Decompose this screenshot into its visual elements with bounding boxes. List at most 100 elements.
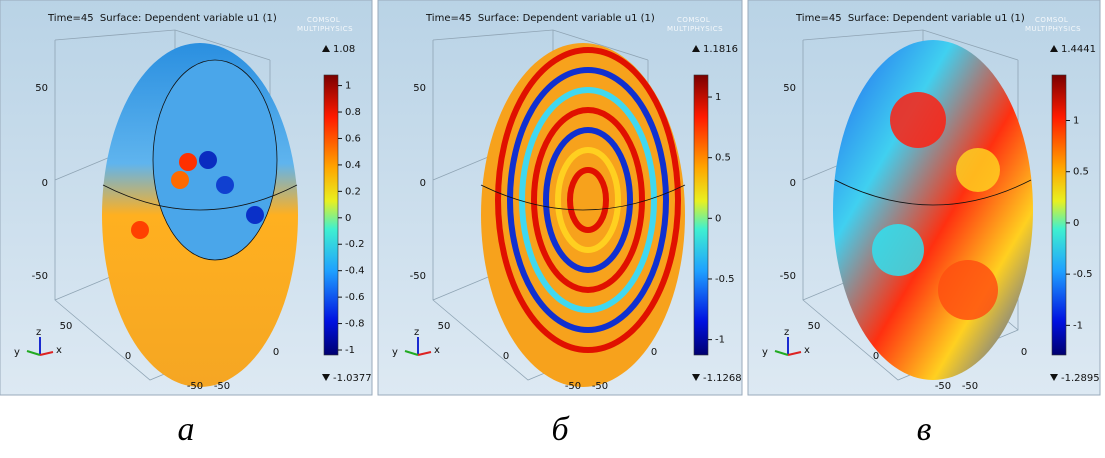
colorbar-max: 1.08 [333, 44, 355, 55]
logo: MULTIPHYSICS [297, 25, 353, 33]
floor-axis-label: 0 [503, 351, 509, 362]
colorbar-tick-label: 0.5 [1073, 167, 1089, 178]
triad-x [417, 351, 432, 356]
colorbar-tick-label: 1 [1073, 115, 1079, 126]
triad-label: x [804, 345, 810, 356]
surface-spot [199, 151, 217, 169]
floor-axis-label: 0 [1021, 347, 1027, 358]
triad-label: x [434, 345, 440, 356]
max-marker [1050, 45, 1058, 52]
floor-axis-label: -50 [214, 381, 230, 392]
floor-axis-label: -50 [592, 381, 608, 392]
floor-axis-label: 0 [873, 351, 879, 362]
floor-axis-label: -50 [935, 381, 951, 392]
logo: MULTIPHYSICS [1025, 25, 1081, 33]
logo: COMSOL [307, 16, 340, 24]
colorbar-tick-label: 0 [715, 213, 721, 224]
surface-stripe [519, 87, 657, 313]
colorbar-min: -1.1268 [703, 373, 742, 384]
triad-label: z [36, 327, 41, 338]
caption: в [917, 411, 932, 448]
colorbar-tick-label: -0.6 [345, 292, 365, 303]
floor-axis-label: -50 [187, 381, 203, 392]
panel: Time=45 Surface: Dependent variable u1 (… [377, 0, 743, 448]
triad-x [787, 351, 802, 356]
min-marker [692, 374, 700, 381]
triad-y [26, 350, 41, 356]
max-marker [322, 45, 330, 52]
surface-spot [131, 221, 149, 239]
surface-spot [956, 148, 1000, 192]
colorbar-min: -1.0377 [333, 373, 372, 384]
logo: MULTIPHYSICS [667, 25, 723, 33]
header: Time=45 Surface: Dependent variable u1 (… [425, 13, 655, 24]
surface-spot [872, 224, 924, 276]
surface-stripe [531, 107, 645, 293]
triad-label: y [14, 347, 20, 358]
floor-axis-label: -50 [565, 381, 581, 392]
colorbar-tick-label: 0 [345, 213, 351, 224]
surface-spot [890, 92, 946, 148]
surface-rim [102, 184, 298, 211]
colorbar [693, 74, 709, 356]
colorbar-max: 1.1816 [703, 44, 738, 55]
z-axis-label: -50 [780, 271, 796, 282]
caption: б [551, 411, 570, 448]
triad-label: z [784, 327, 789, 338]
triad-label: z [414, 327, 419, 338]
floor-axis-label: 50 [60, 321, 73, 332]
triad-y [404, 350, 419, 356]
max-marker [692, 45, 700, 52]
colorbar-tick-label: -0.4 [345, 266, 365, 277]
colorbar-max: 1.4441 [1061, 44, 1096, 55]
surface-rim [834, 179, 1032, 206]
panel: Time=45 Surface: Dependent variable u1 (… [747, 0, 1101, 448]
colorbar-tick-label: -0.8 [345, 319, 365, 330]
colorbar-tick-label: 0.6 [345, 133, 361, 144]
colorbar [1051, 74, 1067, 356]
colorbar-tick-label: 0.5 [715, 153, 731, 164]
z-axis-label: 0 [790, 178, 796, 189]
panel: Time=45 Surface: Dependent variable u1 (… [0, 0, 373, 448]
triad-label: x [56, 345, 62, 356]
min-marker [1050, 374, 1058, 381]
colorbar-tick-label: -0.5 [1073, 269, 1093, 280]
surface-spot [171, 171, 189, 189]
colorbar-tick-label: 1 [715, 92, 721, 103]
min-marker [322, 374, 330, 381]
z-axis-label: 0 [420, 178, 426, 189]
surface [833, 40, 1033, 380]
colorbar-tick-label: -1 [715, 335, 725, 346]
triad-x [39, 351, 54, 356]
z-axis-label: -50 [32, 271, 48, 282]
surface-spot [246, 206, 264, 224]
triad-label: y [762, 347, 768, 358]
surface-rim [480, 184, 686, 211]
surface-spot [938, 260, 998, 320]
z-axis-label: 50 [35, 83, 48, 94]
colorbar-tick-label: 0 [1073, 218, 1079, 229]
colorbar-tick-label: -1 [1073, 320, 1083, 331]
colorbar-tick-label: 0.4 [345, 160, 361, 171]
colorbar-tick-label: 1 [345, 81, 351, 92]
colorbar-tick-label: -1 [345, 345, 355, 356]
surface-stripe [543, 127, 633, 273]
floor-axis-label: 0 [273, 347, 279, 358]
surface-spot [179, 153, 197, 171]
surface-spot [216, 176, 234, 194]
logo: COMSOL [677, 16, 710, 24]
colorbar-tick-label: -0.5 [715, 274, 735, 285]
floor-axis-label: 0 [125, 351, 131, 362]
header: Time=45 Surface: Dependent variable u1 (… [47, 13, 277, 24]
surface-stripe [567, 167, 609, 233]
floor-axis-label: 50 [808, 321, 821, 332]
floor-axis-label: -50 [962, 381, 978, 392]
colorbar-tick-label: 0.2 [345, 186, 361, 197]
header: Time=45 Surface: Dependent variable u1 (… [795, 13, 1025, 24]
logo: COMSOL [1035, 16, 1068, 24]
z-axis-label: 50 [413, 83, 426, 94]
floor-axis-label: 50 [438, 321, 451, 332]
colorbar [323, 74, 339, 356]
